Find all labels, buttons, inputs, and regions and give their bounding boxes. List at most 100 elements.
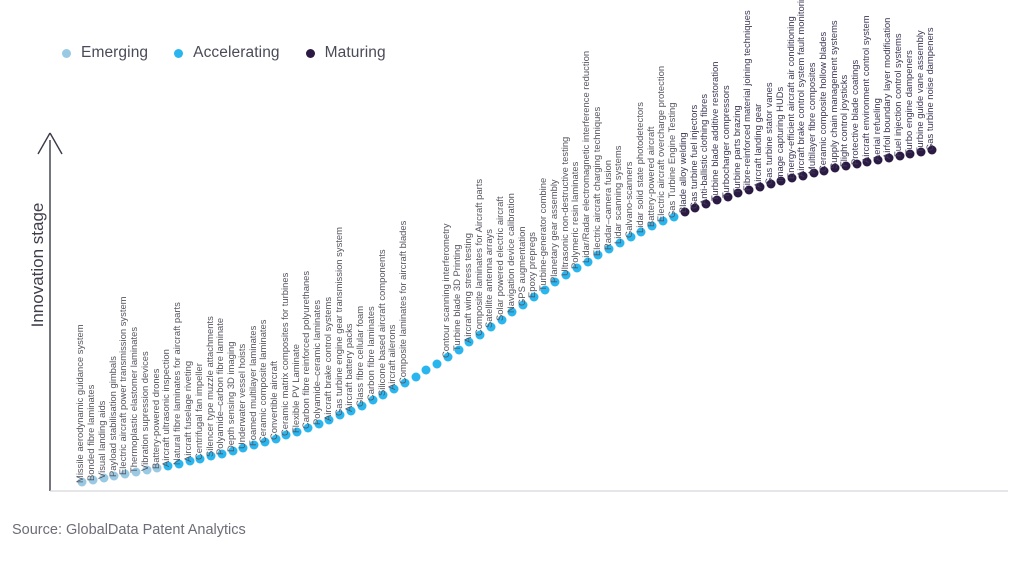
data-point-label: Turbine blade 3D Printing bbox=[450, 244, 462, 351]
data-point-label: Fuel injection control systems bbox=[892, 33, 904, 157]
data-point[interactable] bbox=[346, 406, 356, 416]
data-point-label: Protective blade coatings bbox=[849, 59, 861, 165]
data-point[interactable] bbox=[895, 151, 905, 161]
data-point[interactable] bbox=[916, 147, 926, 157]
data-point-label: Aircraft battery packs bbox=[343, 323, 355, 412]
legend-swatch-accelerating bbox=[174, 48, 184, 58]
data-point[interactable] bbox=[572, 263, 582, 273]
data-point[interactable] bbox=[131, 467, 141, 477]
data-point[interactable] bbox=[324, 415, 334, 425]
data-point[interactable] bbox=[400, 378, 410, 388]
data-point[interactable] bbox=[109, 471, 119, 481]
data-point-label: Gas Turbine Engine Testing bbox=[666, 102, 678, 218]
data-point[interactable] bbox=[841, 161, 851, 171]
data-point[interactable] bbox=[120, 469, 130, 479]
data-point[interactable] bbox=[454, 345, 464, 355]
data-point[interactable] bbox=[357, 401, 367, 411]
legend-item-accelerating[interactable]: Accelerating bbox=[174, 44, 280, 62]
data-point[interactable] bbox=[776, 176, 786, 186]
data-point-label: Turbocharger compressors bbox=[719, 84, 731, 198]
data-point[interactable] bbox=[755, 182, 765, 192]
data-point[interactable] bbox=[669, 212, 679, 222]
data-point-label: Flight control joysticks bbox=[838, 74, 850, 168]
data-point[interactable] bbox=[368, 395, 377, 405]
data-point[interactable] bbox=[583, 257, 593, 267]
data-point-label: Blade alloy welding bbox=[676, 132, 688, 214]
data-point[interactable] bbox=[927, 145, 937, 155]
data-point-label: Gas turbine stator vanes bbox=[763, 82, 774, 185]
data-point[interactable] bbox=[217, 449, 227, 459]
data-point[interactable] bbox=[798, 171, 808, 181]
data-point[interactable] bbox=[249, 440, 259, 450]
data-point[interactable] bbox=[626, 232, 636, 242]
legend-item-maturing[interactable]: Maturing bbox=[305, 44, 386, 62]
data-point[interactable] bbox=[712, 195, 722, 205]
data-point[interactable] bbox=[260, 437, 270, 447]
data-point[interactable] bbox=[744, 185, 754, 195]
data-point[interactable] bbox=[195, 454, 205, 464]
data-point[interactable] bbox=[411, 372, 421, 382]
data-point[interactable] bbox=[497, 315, 507, 325]
data-point-label: Satellite antenna arrays bbox=[483, 229, 495, 329]
data-point[interactable] bbox=[77, 477, 87, 487]
data-point[interactable] bbox=[271, 434, 281, 444]
data-point-label: Ceramic composite hollow blades bbox=[816, 31, 828, 172]
data-point-label: Aircraft brake control system fault moni… bbox=[795, 0, 807, 177]
data-point[interactable] bbox=[561, 270, 571, 280]
data-point[interactable] bbox=[142, 465, 152, 475]
data-point[interactable] bbox=[787, 173, 797, 183]
data-point[interactable] bbox=[723, 192, 733, 202]
data-point[interactable] bbox=[88, 475, 98, 485]
data-point[interactable] bbox=[884, 153, 894, 163]
data-point[interactable] bbox=[378, 390, 388, 400]
data-point[interactable] bbox=[529, 292, 539, 302]
data-point[interactable] bbox=[185, 456, 195, 466]
data-point[interactable] bbox=[518, 300, 528, 310]
data-point[interactable] bbox=[862, 157, 872, 167]
data-point[interactable] bbox=[809, 168, 819, 178]
data-point[interactable] bbox=[389, 384, 399, 394]
data-point[interactable] bbox=[604, 244, 614, 254]
data-point[interactable] bbox=[658, 216, 668, 226]
data-point-label: Anti-ballistic clothing fibres bbox=[698, 93, 710, 206]
data-point[interactable] bbox=[303, 423, 313, 433]
data-point[interactable] bbox=[540, 285, 550, 295]
data-point[interactable] bbox=[443, 352, 453, 362]
data-point[interactable] bbox=[733, 188, 743, 198]
data-point[interactable] bbox=[550, 277, 560, 287]
data-point[interactable] bbox=[152, 463, 162, 473]
data-point[interactable] bbox=[690, 203, 700, 213]
data-point[interactable] bbox=[163, 461, 173, 471]
data-point[interactable] bbox=[593, 250, 603, 260]
data-point[interactable] bbox=[206, 451, 216, 461]
data-point[interactable] bbox=[432, 359, 442, 369]
legend-item-emerging[interactable]: Emerging bbox=[62, 44, 148, 62]
data-point[interactable] bbox=[615, 238, 625, 248]
chart-legend: Emerging Accelerating Maturing bbox=[62, 44, 412, 62]
data-point[interactable] bbox=[292, 427, 302, 437]
data-point-label: Missile aerodynamic guidance system bbox=[74, 324, 86, 483]
data-point[interactable] bbox=[873, 155, 883, 165]
data-point[interactable] bbox=[819, 166, 829, 176]
data-point[interactable] bbox=[766, 179, 776, 189]
data-point[interactable] bbox=[905, 149, 915, 159]
data-point[interactable] bbox=[636, 227, 646, 237]
data-point[interactable] bbox=[475, 330, 485, 340]
data-point[interactable] bbox=[464, 337, 474, 347]
data-point[interactable] bbox=[174, 459, 184, 469]
data-point[interactable] bbox=[335, 410, 345, 420]
data-point[interactable] bbox=[421, 365, 431, 375]
data-point-label: Bonded fibre laminates bbox=[85, 384, 97, 482]
data-point[interactable] bbox=[281, 430, 291, 440]
data-point[interactable] bbox=[680, 207, 690, 217]
data-point[interactable] bbox=[852, 159, 862, 169]
data-point[interactable] bbox=[830, 163, 840, 173]
data-point[interactable] bbox=[507, 307, 517, 317]
data-point[interactable] bbox=[701, 199, 711, 209]
data-point[interactable] bbox=[314, 419, 324, 429]
data-point[interactable] bbox=[647, 221, 657, 231]
data-point[interactable] bbox=[228, 446, 238, 456]
data-point[interactable] bbox=[486, 322, 496, 332]
data-point[interactable] bbox=[99, 473, 109, 483]
data-point[interactable] bbox=[238, 443, 248, 453]
